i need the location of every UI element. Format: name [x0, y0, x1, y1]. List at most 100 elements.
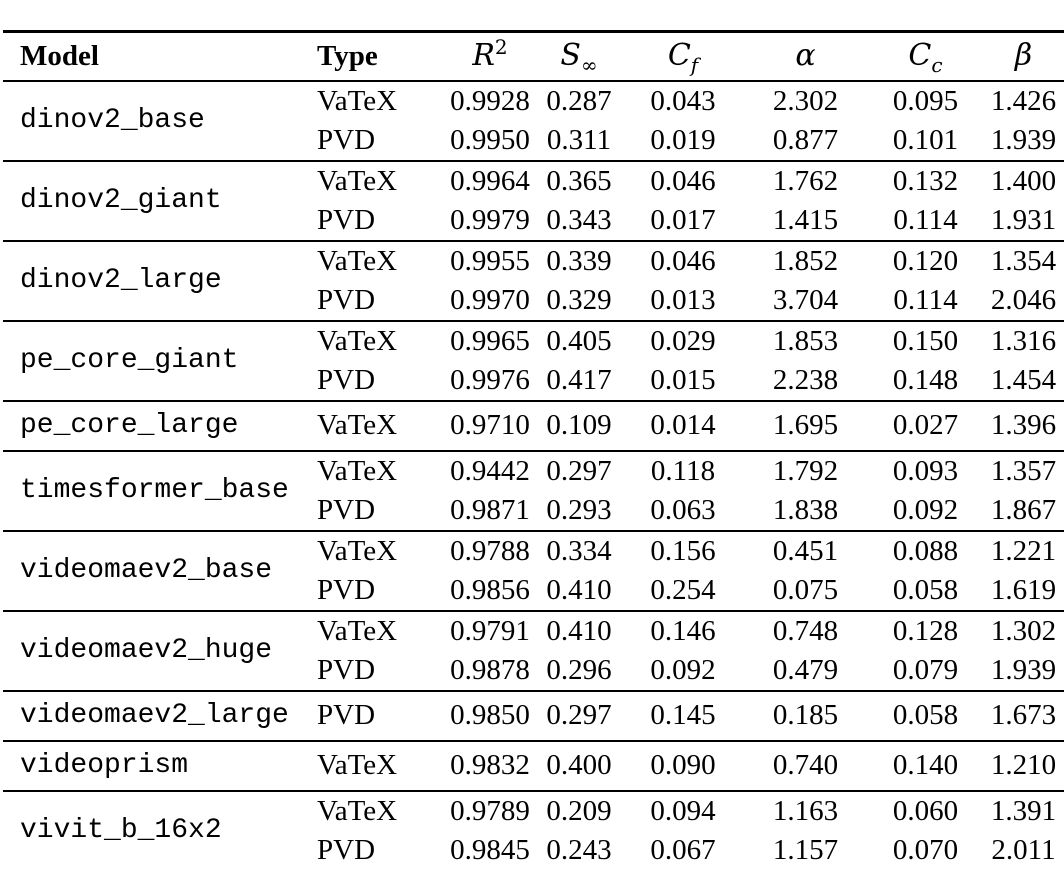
value-cell: 0.451	[772, 534, 839, 567]
value-cell: 1.221	[990, 534, 1057, 567]
value-cell: 0.9970	[450, 283, 530, 316]
col-header-type: Type	[317, 39, 378, 72]
type-cell: VaTeX	[317, 84, 398, 117]
model-name: videomaev2_large	[20, 699, 289, 731]
type-cell: PVD	[317, 363, 376, 396]
value-cell: 1.354	[990, 244, 1057, 277]
math-subscript: c	[931, 53, 943, 78]
value-cell: 0.046	[650, 164, 716, 197]
value-cell: 1.939	[990, 123, 1057, 156]
value-cell: 0.343	[546, 203, 612, 236]
type-cell: VaTeX	[317, 794, 398, 827]
value-cell: 1.939	[990, 653, 1057, 686]
value-cell: 0.075	[772, 573, 839, 606]
value-cell: 0.148	[892, 363, 959, 396]
model-group: dinov2_base VaTeX 0.9928 0.287 0.043 2.302 0.0…	[3, 80, 1064, 161]
model-group: pe_core_giant VaTeX 0.9965 0.405 0.029 1.853 0…	[3, 320, 1064, 401]
value-cell: 0.9850	[450, 699, 530, 731]
value-cell: 1.316	[990, 324, 1057, 357]
model-group: timesformer_base VaTeX 0.9442 0.297 0.118 1.7…	[3, 450, 1064, 531]
table-row: videomaev2_large PVD 0.9850 0.297 0.145 0.185…	[3, 691, 1064, 741]
table-row: timesformer_base VaTeX 0.9442 0.297 0.118 1.7…	[3, 451, 1064, 504]
model-name: pe_core_giant	[20, 344, 239, 376]
math-superscript: 2	[494, 35, 508, 60]
value-cell: 0.094	[650, 794, 716, 827]
col-header-c-f: Cf	[623, 32, 743, 81]
value-cell: 1.210	[990, 749, 1057, 781]
value-cell: 0.9788	[450, 534, 530, 567]
type-cell: VaTeX	[317, 324, 398, 357]
value-cell: 0.092	[650, 653, 716, 686]
value-cell: 0.145	[650, 699, 716, 731]
value-cell: 0.017	[650, 203, 716, 236]
type-cell: VaTeX	[317, 614, 398, 647]
model-name: dinov2_large	[20, 264, 222, 296]
table-header: Model Type R2 S∞ Cf α Cc β	[3, 32, 1064, 81]
value-cell: 0.9845	[450, 834, 530, 866]
table-row: PVD 0.9976 0.417 0.015 2.238 0.148 1.454	[3, 361, 1064, 401]
value-cell: 0.297	[546, 699, 612, 731]
type-cell: PVD	[317, 573, 376, 606]
type-cell: VaTeX	[317, 534, 398, 567]
type-cell: PVD	[317, 123, 376, 156]
type-cell: PVD	[317, 283, 376, 316]
value-cell: 0.287	[546, 84, 612, 117]
type-cell: VaTeX	[317, 749, 398, 781]
value-cell: 0.150	[892, 324, 959, 357]
value-cell: 2.011	[991, 834, 1056, 866]
model-group: vivit_b_16x2 VaTeX 0.9789 0.209 0.094 1.163 0.…	[3, 790, 1064, 871]
value-cell: 0.019	[650, 123, 716, 156]
type-cell: PVD	[317, 203, 376, 236]
value-cell: 0.417	[546, 363, 612, 396]
model-name: dinov2_base	[20, 104, 205, 136]
results-table: Model Type R2 S∞ Cf α Cc β dinov2_base Va…	[3, 30, 1064, 871]
type-cell: VaTeX	[317, 409, 398, 441]
math-symbol: β	[1014, 38, 1033, 74]
value-cell: 1.454	[990, 363, 1057, 396]
model-group: videomaev2_large PVD 0.9850 0.297 0.145 0.185…	[3, 690, 1064, 741]
value-cell: 0.140	[892, 749, 959, 781]
value-cell: 0.095	[892, 84, 959, 117]
model-name: videoprism	[20, 749, 189, 781]
value-cell: 0.243	[546, 834, 612, 866]
model-group: videomaev2_base VaTeX 0.9788 0.334 0.156 0.45…	[3, 530, 1064, 611]
value-cell: 0.9928	[450, 84, 530, 117]
model-name: vivit_b_16x2	[20, 815, 222, 846]
value-cell: 1.852	[772, 244, 839, 277]
col-header-beta: β	[983, 32, 1064, 81]
model-group: videomaev2_huge VaTeX 0.9791 0.410 0.146 0.74…	[3, 610, 1064, 691]
math-symbol: S	[560, 38, 581, 74]
value-cell: 0.079	[892, 653, 959, 686]
value-cell: 0.093	[892, 454, 959, 487]
value-cell: 0.293	[546, 493, 612, 526]
type-cell: PVD	[317, 834, 376, 866]
value-cell: 0.410	[546, 614, 612, 647]
model-group: pe_core_large VaTeX 0.9710 0.109 0.014 1.695 0…	[3, 400, 1064, 451]
table-row: PVD 0.9845 0.243 0.067 1.157 0.070 2.011	[3, 831, 1064, 871]
value-cell: 0.9965	[450, 324, 530, 357]
value-cell: 0.114	[893, 283, 958, 316]
value-cell: 0.9979	[450, 203, 530, 236]
value-cell: 0.156	[650, 534, 716, 567]
header-row: Model Type R2 S∞ Cf α Cc β	[3, 32, 1064, 81]
value-cell: 0.9964	[450, 164, 530, 197]
value-cell: 0.9976	[450, 363, 530, 396]
value-cell: 0.254	[650, 573, 716, 606]
model-name: timesformer_base	[20, 474, 289, 506]
table-row: videomaev2_huge VaTeX 0.9791 0.410 0.146 0.74…	[3, 611, 1064, 664]
value-cell: 1.391	[990, 794, 1057, 827]
value-cell: 0.146	[650, 614, 716, 647]
type-cell: PVD	[317, 493, 376, 526]
math-symbol: C	[667, 38, 691, 74]
math-subscript: ∞	[580, 53, 598, 78]
value-cell: 0.101	[892, 123, 959, 156]
value-cell: 0.740	[772, 749, 839, 781]
table-row: videomaev2_base VaTeX 0.9788 0.334 0.156 0.45…	[3, 531, 1064, 584]
value-cell: 0.027	[892, 409, 959, 441]
value-cell: 0.014	[650, 409, 716, 441]
table-row: PVD 0.9878 0.296 0.092 0.479 0.079 1.939	[3, 651, 1064, 691]
value-cell: 2.238	[772, 363, 839, 396]
table-row: dinov2_giant VaTeX 0.9964 0.365 0.046 1.762 0.…	[3, 161, 1064, 214]
col-header-alpha: α	[743, 32, 868, 81]
table-row: pe_core_large VaTeX 0.9710 0.109 0.014 1.695 0…	[3, 401, 1064, 451]
